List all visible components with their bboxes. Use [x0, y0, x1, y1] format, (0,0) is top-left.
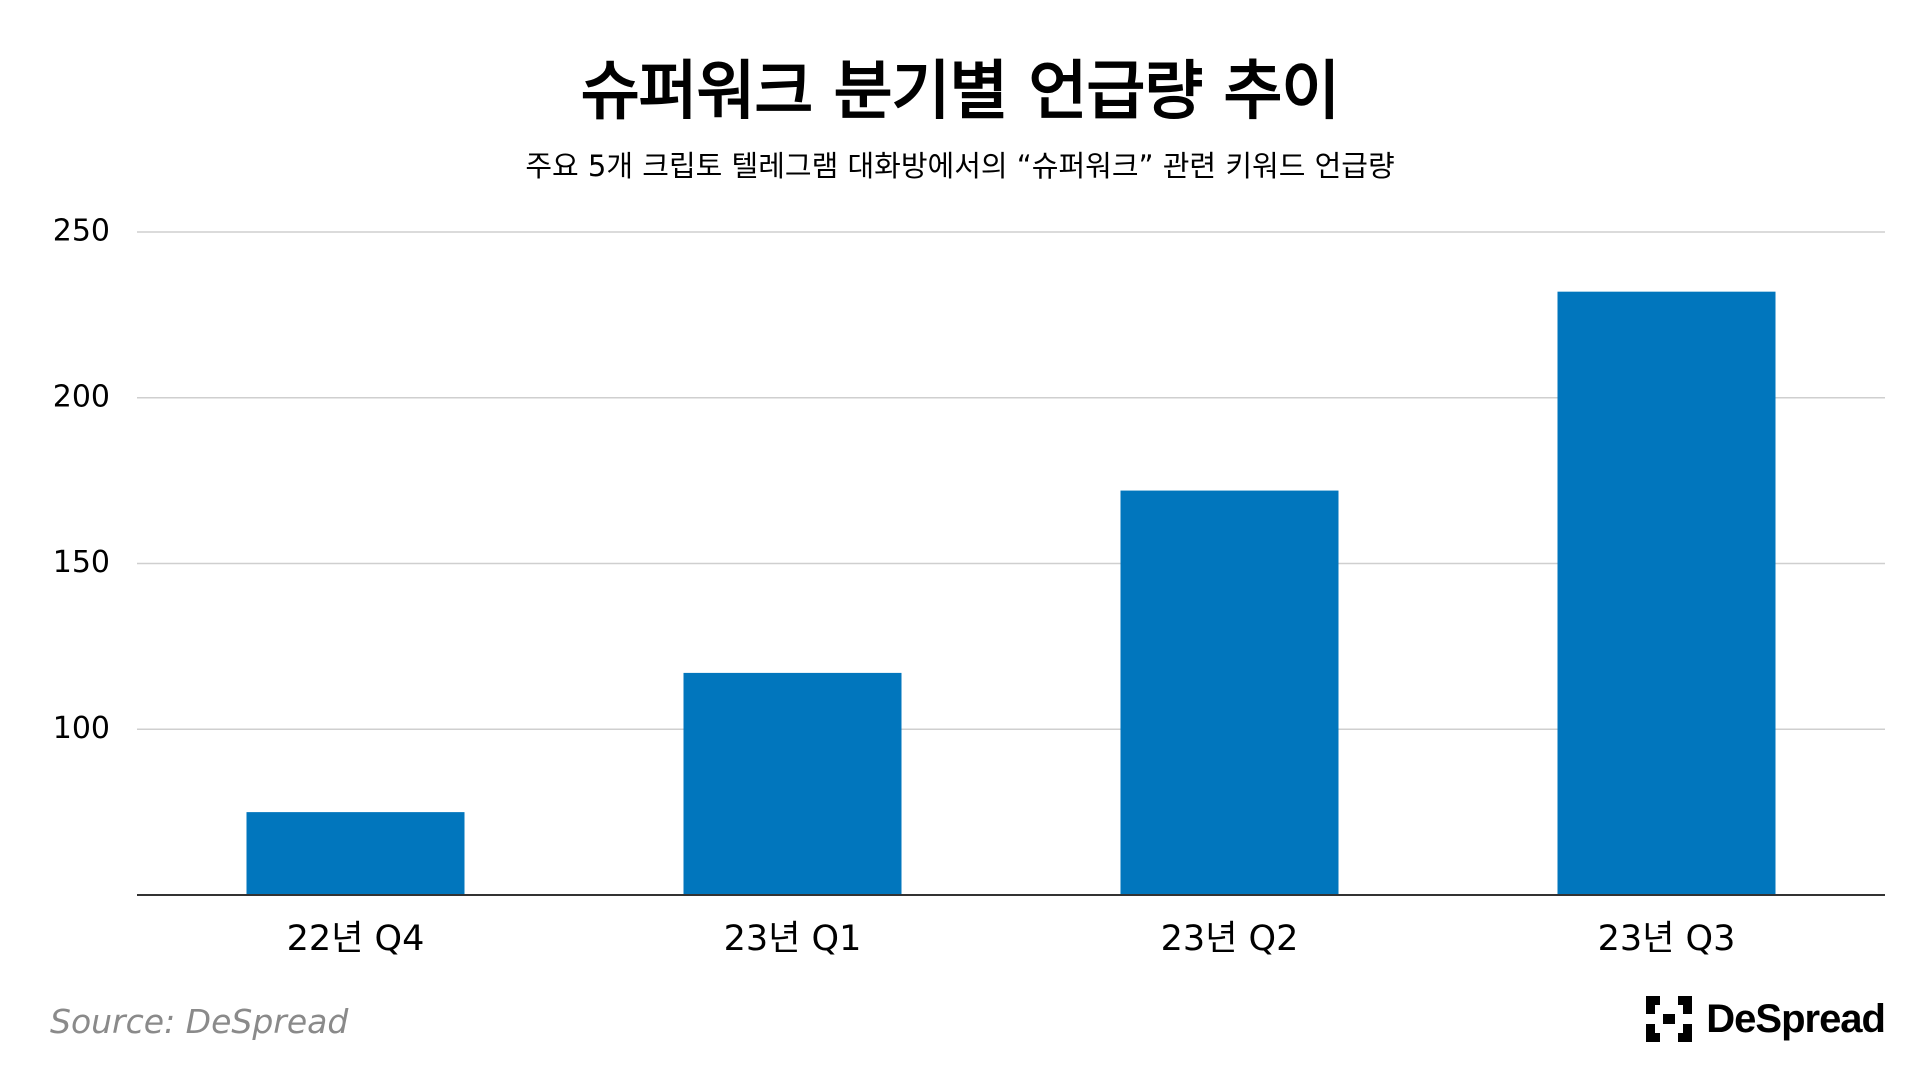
x-tick-label: 23년 Q1 — [724, 919, 862, 959]
y-tick-labels: 100 150 200 250 — [53, 214, 110, 746]
x-tick-labels: 22년 Q4 23년 Q1 23년 Q2 23년 Q3 — [287, 919, 1736, 959]
chart-subtitle: 주요 5개 크립토 텔레그램 대화방에서의 “슈퍼워크” 관련 키워드 언급량 — [525, 149, 1395, 183]
despread-logo-text: DeSpread — [1706, 996, 1886, 1041]
y-tick-label: 150 — [53, 545, 110, 580]
despread-bracket-icon — [1646, 996, 1693, 1042]
source-caption: Source: DeSpread — [50, 1002, 349, 1041]
bar-1 — [683, 672, 902, 895]
bar-3 — [1557, 291, 1776, 895]
x-tick-label: 23년 Q2 — [1161, 919, 1299, 959]
x-tick-label: 23년 Q3 — [1598, 919, 1736, 959]
x-tick-label: 22년 Q4 — [287, 919, 425, 959]
y-tick-label: 100 — [53, 711, 110, 746]
bar-0 — [246, 812, 465, 895]
despread-logo: DeSpread — [1646, 996, 1886, 1042]
y-tick-label: 250 — [53, 214, 110, 249]
bars — [246, 291, 1776, 895]
bar-2 — [1120, 490, 1339, 895]
chart-title: 슈퍼워크 분기별 언급량 추이 — [580, 55, 1340, 129]
y-tick-label: 200 — [53, 379, 110, 414]
